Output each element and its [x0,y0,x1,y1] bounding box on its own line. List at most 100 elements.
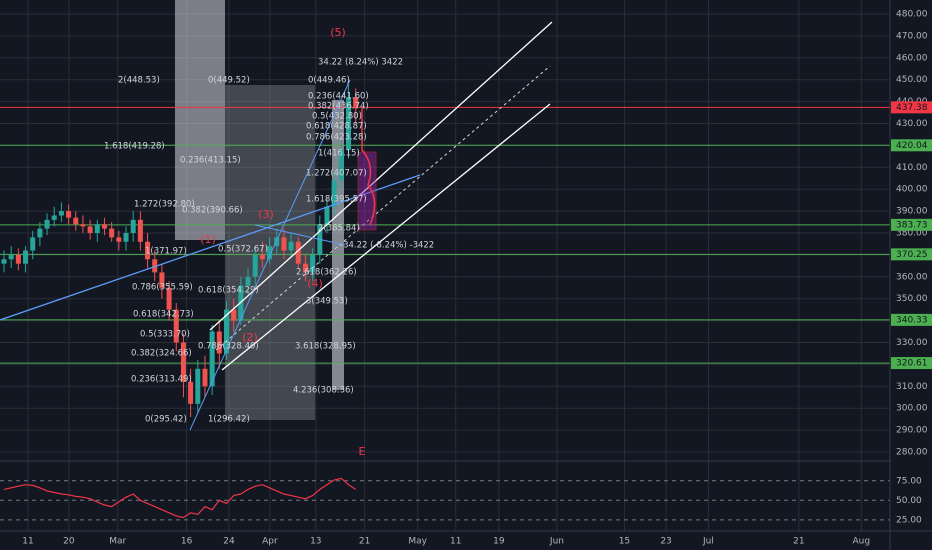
y-tick-label: 410.00 [896,163,928,173]
fib-label: 0.5(372.67) [218,245,268,255]
candle-body [346,97,352,150]
candles [1,84,359,417]
y-tick-label: 310.00 [896,382,928,392]
fib-label: 0.5(432.80) [312,112,362,122]
y-tick-label: 350.00 [896,294,928,304]
candle-body [123,233,129,242]
candle-body [295,241,301,264]
candle-body [152,259,158,273]
candle-body [15,254,21,264]
fib-label: 3.618(328.95) [295,342,356,352]
fib-label: 4.236(308.36) [293,386,354,396]
rsi-pane [0,477,890,521]
wave-label: (1) [200,233,216,246]
x-tick-label: Aug [853,537,871,547]
y-tick-label: 290.00 [896,426,928,436]
candle-body [37,228,43,238]
candle-body [173,309,179,343]
fib-label: 1(296.42) [208,415,250,425]
candle-body [116,237,122,242]
candle-body [252,254,258,277]
level-label-box [891,218,932,231]
wave-label: E [359,445,366,458]
fib-label: 1.272(407.07) [306,169,367,179]
x-tick-label: 21 [793,537,804,547]
x-tick-label: May [408,537,427,547]
fib-label: 2(448.53) [118,76,160,86]
candle-body [338,149,344,181]
fib-label: 2.618(362.26) [296,268,357,278]
candle-body [180,342,186,382]
candle-body [101,224,107,229]
level-label-box [891,313,932,326]
candle-body [223,309,230,354]
axes: 280.00290.00300.00310.00320.00330.00340.… [22,10,932,547]
level-label-box [891,357,932,370]
candle-body [331,180,337,207]
wave-label: (5) [330,26,346,39]
candle-body [288,241,294,251]
y-tick-label: 390.00 [896,207,928,217]
fib-label: 34.22 (8.24%) 3422 [318,58,403,68]
x-tick-label: 19 [493,537,505,547]
candle-body [310,254,316,273]
trend-line [254,224,346,246]
candle-body [353,97,359,109]
fib-label: 0.618(354.29) [198,286,259,296]
x-tick-label: Apr [262,537,278,547]
channel-line [209,21,553,331]
y-tick-label: 480.00 [896,10,928,20]
candle-body [267,246,273,260]
fib-label: 0(295.42) [145,415,187,425]
candle-body [130,219,136,233]
shade [175,0,225,240]
candle-body [51,215,57,220]
candle-body [1,259,7,264]
fib-label: 0.236(441.60) [308,92,369,102]
fib-label: 0.382(390.66) [182,206,243,216]
annotations: 2(448.53) 0(449.52) 0(449.46) 34.22 (8.24%)… [104,26,434,458]
trend-line [189,79,351,431]
fib-label: 0.786(355.59) [132,283,193,293]
x-tick-label: Jun [549,537,564,547]
fib-label: 0.382(436.74) [308,102,369,112]
fib-label: 0(449.52) [208,76,250,86]
fib-label: 1.272(392.80) [134,200,195,210]
x-tick-label: 20 [63,537,75,547]
fib-label: 0.786(423.28) [306,133,367,143]
y-tick-label: 450.00 [896,75,928,85]
fib-label: 0.786(328.40) [198,342,259,352]
candle-body [30,237,36,251]
y-tick-label: 360.00 [896,272,928,282]
fib-label: 0.382(324.66) [131,349,192,359]
x-tick-label: 16 [181,537,193,547]
level-label: 370.25 [896,250,928,260]
fib-label: 2(385.84) [318,224,360,234]
fib-label: 0.236(413.15) [180,156,241,166]
fib-label: 0.618(342.73) [133,310,194,320]
y-tick-label: 330.00 [896,338,928,348]
candle-body [324,206,330,225]
y-tick-label: 380.00 [896,229,928,239]
x-tick-label: 15 [619,537,630,547]
candle-body [245,276,251,286]
wave-label: (2) [242,331,258,344]
level-label: 437.38 [896,103,928,113]
candle-body [259,254,265,260]
x-tick-label: 11 [450,537,461,547]
candle-body [188,381,194,404]
candle-body [8,254,14,260]
candle-body [231,309,237,321]
x-tick-label: 11 [22,537,33,547]
candle-body [109,228,115,238]
candle-body [209,331,215,387]
fib-label: 1.618(395.57) [306,195,367,205]
candle-body [281,237,287,251]
candle-body [195,368,201,404]
fib-label: 0.618(428.87) [306,122,367,132]
fib-label: 1(371.97) [145,247,187,257]
candle-body [302,263,308,273]
drawings [0,21,553,431]
x-tick-label: Mar [109,537,126,547]
